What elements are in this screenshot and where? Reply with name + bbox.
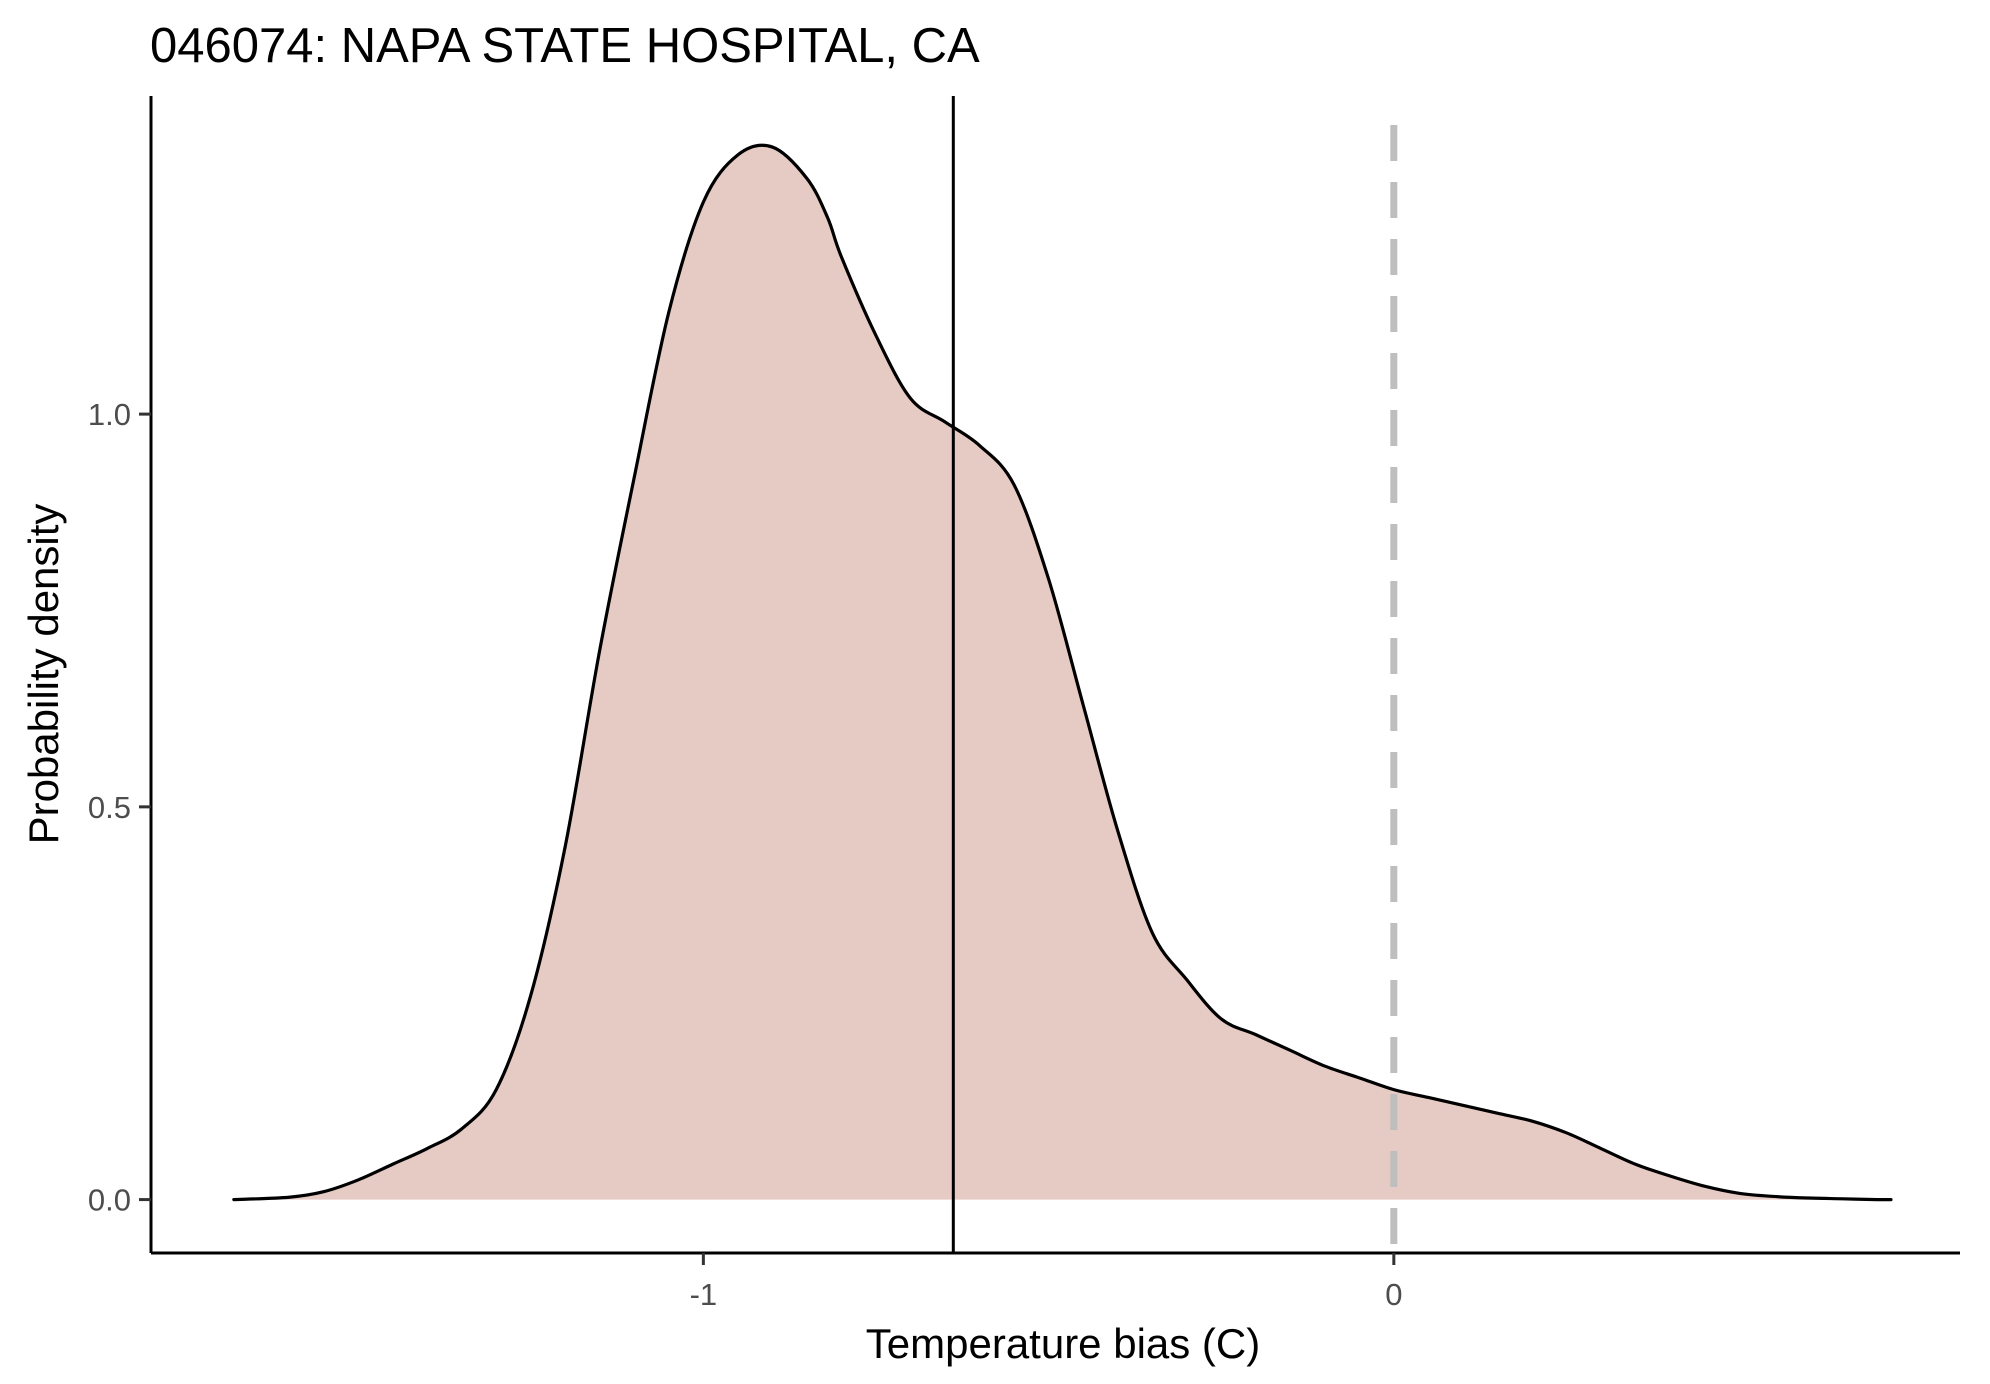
chart-title: 046074: NAPA STATE HOSPITAL, CA xyxy=(150,19,980,73)
x-tick-label: -1 xyxy=(690,1277,718,1312)
y-tick-label: 0.5 xyxy=(88,790,131,825)
y-tick-label: 0.0 xyxy=(88,1183,131,1218)
axis-ticks: -1 0 0.0 0.5 1.0 xyxy=(88,397,1403,1312)
plot-area xyxy=(232,96,1893,1253)
x-axis-title: Temperature bias (C) xyxy=(866,1320,1260,1367)
x-tick-label: 0 xyxy=(1385,1277,1402,1312)
density-line xyxy=(232,143,1893,1202)
y-axis-title: Probability density xyxy=(20,504,67,845)
axes xyxy=(149,96,1960,1255)
density-area xyxy=(233,145,1891,1200)
y-tick-label: 1.0 xyxy=(88,397,131,432)
